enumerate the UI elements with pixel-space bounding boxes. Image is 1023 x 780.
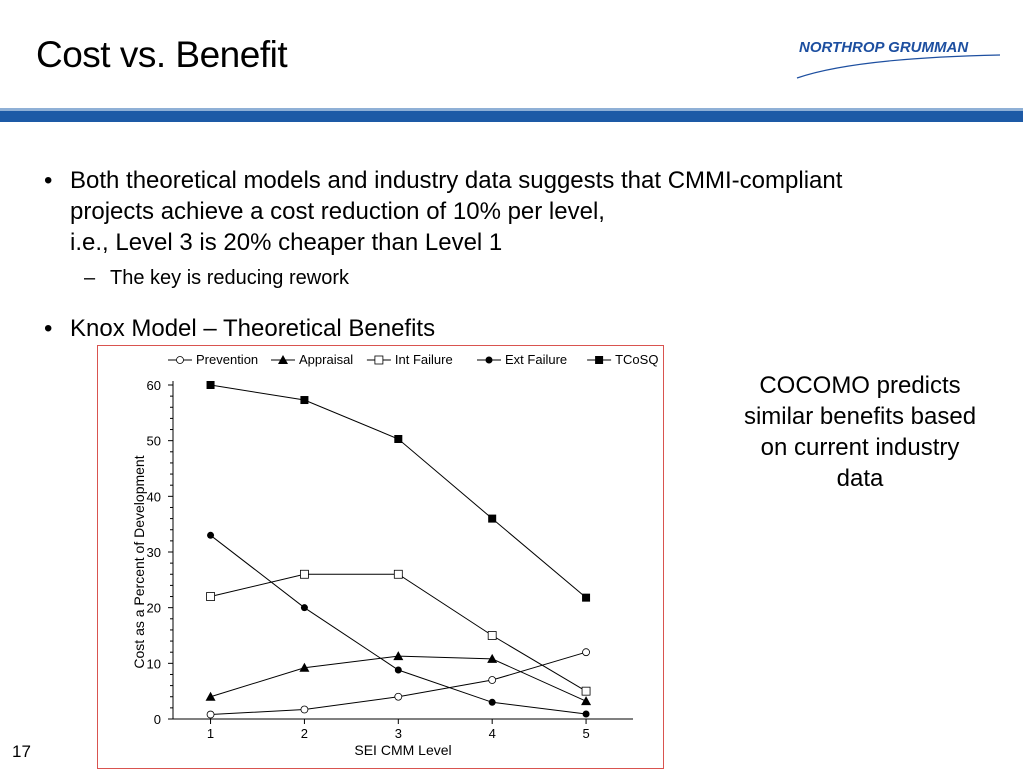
- slide-title: Cost vs. Benefit: [36, 34, 288, 75]
- sub-bullet-rework: – The key is reducing rework: [84, 267, 349, 290]
- data-point-int-failure: [581, 686, 591, 696]
- data-point-prevention: [206, 710, 215, 719]
- data-point-appraisal: [299, 662, 310, 672]
- data-point-prevention: [488, 676, 497, 684]
- x-tick-label: 4: [489, 726, 496, 741]
- data-point-int-failure: [393, 569, 403, 579]
- data-point-ext-failure: [300, 604, 308, 612]
- y-tick-label: 10: [147, 656, 161, 671]
- bullet-dot: •: [44, 315, 53, 342]
- y-axis-label: Cost as a Percent of Development: [131, 455, 147, 668]
- legend-label-tcosq: TCoSQ: [615, 352, 658, 367]
- cocomo-note: COCOMO predicts similar benefits based o…: [743, 372, 977, 492]
- bullet-dot: •: [44, 167, 53, 194]
- legend-label-prevention: Prevention: [196, 352, 258, 367]
- x-tick-label: 5: [582, 726, 589, 741]
- data-point-int-failure: [487, 631, 497, 640]
- data-point-appraisal: [581, 696, 592, 706]
- data-point-ext-failure: [582, 710, 590, 718]
- y-tick-label: 50: [147, 434, 161, 449]
- series-line-prevention: [210, 651, 587, 716]
- svg-text:NORTHROP GRUMMAN: NORTHROP GRUMMAN: [799, 39, 969, 56]
- legend-label-ext-failure: Ext Failure: [505, 352, 567, 367]
- legend-label-appraisal: Appraisal: [299, 352, 353, 367]
- bullet-line: projects achieve a cost reduction of 10%…: [70, 198, 605, 225]
- legend-marker-ext-failure: [485, 356, 493, 364]
- chart-frame: 0 10 20 30 40 50 60 1 2 3 4 5 SEI CMM Level Cost as a…: [97, 345, 664, 769]
- y-tick-label: 40: [147, 489, 161, 504]
- northrop-grumman-logo: NORTHROP GRUMMAN: [796, 39, 1001, 79]
- page-number: 17: [12, 742, 31, 761]
- legend-marker-int-failure: [374, 355, 384, 365]
- legend-marker-appraisal: [278, 355, 288, 364]
- data-point-ext-failure: [207, 531, 215, 539]
- header-divider-light: [0, 108, 1023, 111]
- data-point-tcosq: [206, 381, 215, 389]
- bullet-line: Both theoretical models and industry dat…: [70, 167, 843, 194]
- data-point-int-failure: [206, 592, 215, 601]
- data-point-tcosq: [300, 396, 309, 405]
- header-divider: [0, 111, 1023, 122]
- legend-label-int-failure: Int Failure: [395, 352, 453, 367]
- data-point-ext-failure: [488, 698, 496, 706]
- bullet-cost-reduction: • Both theoretical models and industry d…: [44, 165, 970, 258]
- data-point-appraisal: [205, 691, 216, 701]
- bullet-line: Knox Model – Theoretical Benefits: [70, 315, 436, 342]
- y-tick-label: 60: [147, 378, 161, 393]
- x-tick-label: 1: [207, 726, 214, 741]
- legend-marker-tcosq: [595, 356, 604, 364]
- data-point-ext-failure: [394, 666, 402, 674]
- data-point-tcosq: [582, 593, 591, 602]
- y-tick-label: 20: [147, 601, 161, 616]
- data-point-int-failure: [300, 569, 309, 579]
- data-point-tcosq: [394, 434, 403, 443]
- data-point-appraisal: [393, 651, 404, 661]
- sub-bullet-text: The key is reducing rework: [110, 267, 349, 289]
- series-line-tcosq: [210, 384, 587, 599]
- series-line-int-failure: [210, 573, 587, 692]
- data-point-prevention: [300, 705, 309, 714]
- data-point-prevention: [394, 692, 403, 701]
- series-line-ext-failure: [210, 534, 587, 715]
- x-tick-label: 2: [301, 726, 308, 741]
- data-point-tcosq: [488, 514, 497, 523]
- bullet-line: i.e., Level 3 is 20% cheaper than Level …: [70, 229, 503, 256]
- legend-marker-prevention: [176, 356, 184, 364]
- data-point-appraisal: [487, 653, 498, 663]
- data-point-prevention: [582, 648, 590, 657]
- x-axis-label: SEI CMM Level: [354, 742, 451, 758]
- x-tick-label: 3: [395, 726, 402, 741]
- knox-model-chart: 0 10 20 30 40 50 60 1 2 3 4 5 SEI CMM Level Cost as a…: [131, 352, 658, 758]
- y-tick-label: 30: [147, 545, 161, 560]
- y-tick-label: 0: [154, 712, 161, 727]
- bullet-knox-model: • Knox Model – Theoretical Benefits: [44, 313, 436, 344]
- sub-bullet-dash: –: [84, 267, 96, 289]
